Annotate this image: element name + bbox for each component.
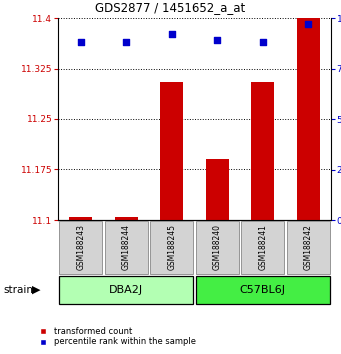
Legend: transformed count, percentile rank within the sample: transformed count, percentile rank withi… bbox=[31, 324, 199, 350]
Point bbox=[78, 39, 84, 45]
Text: GSM188243: GSM188243 bbox=[76, 224, 85, 270]
Bar bbox=[251, 82, 274, 220]
Text: GDS2877 / 1451652_a_at: GDS2877 / 1451652_a_at bbox=[95, 1, 246, 15]
Text: GSM188241: GSM188241 bbox=[258, 224, 267, 270]
Bar bbox=[115, 217, 138, 220]
Bar bbox=[160, 82, 183, 220]
Point bbox=[169, 31, 175, 37]
Text: C57BL6J: C57BL6J bbox=[240, 285, 286, 295]
Bar bbox=[69, 217, 92, 220]
Bar bbox=[206, 159, 228, 220]
Text: strain: strain bbox=[3, 285, 33, 295]
Text: GSM188244: GSM188244 bbox=[122, 224, 131, 270]
Point bbox=[123, 39, 129, 45]
Text: GSM188242: GSM188242 bbox=[304, 224, 313, 270]
Point bbox=[214, 38, 220, 43]
Text: DBA2J: DBA2J bbox=[109, 285, 143, 295]
Bar bbox=[297, 18, 320, 220]
Text: GSM188240: GSM188240 bbox=[213, 224, 222, 270]
Point bbox=[260, 39, 266, 45]
Text: GSM188245: GSM188245 bbox=[167, 224, 176, 270]
Point bbox=[306, 21, 311, 27]
Text: ▶: ▶ bbox=[32, 285, 40, 295]
